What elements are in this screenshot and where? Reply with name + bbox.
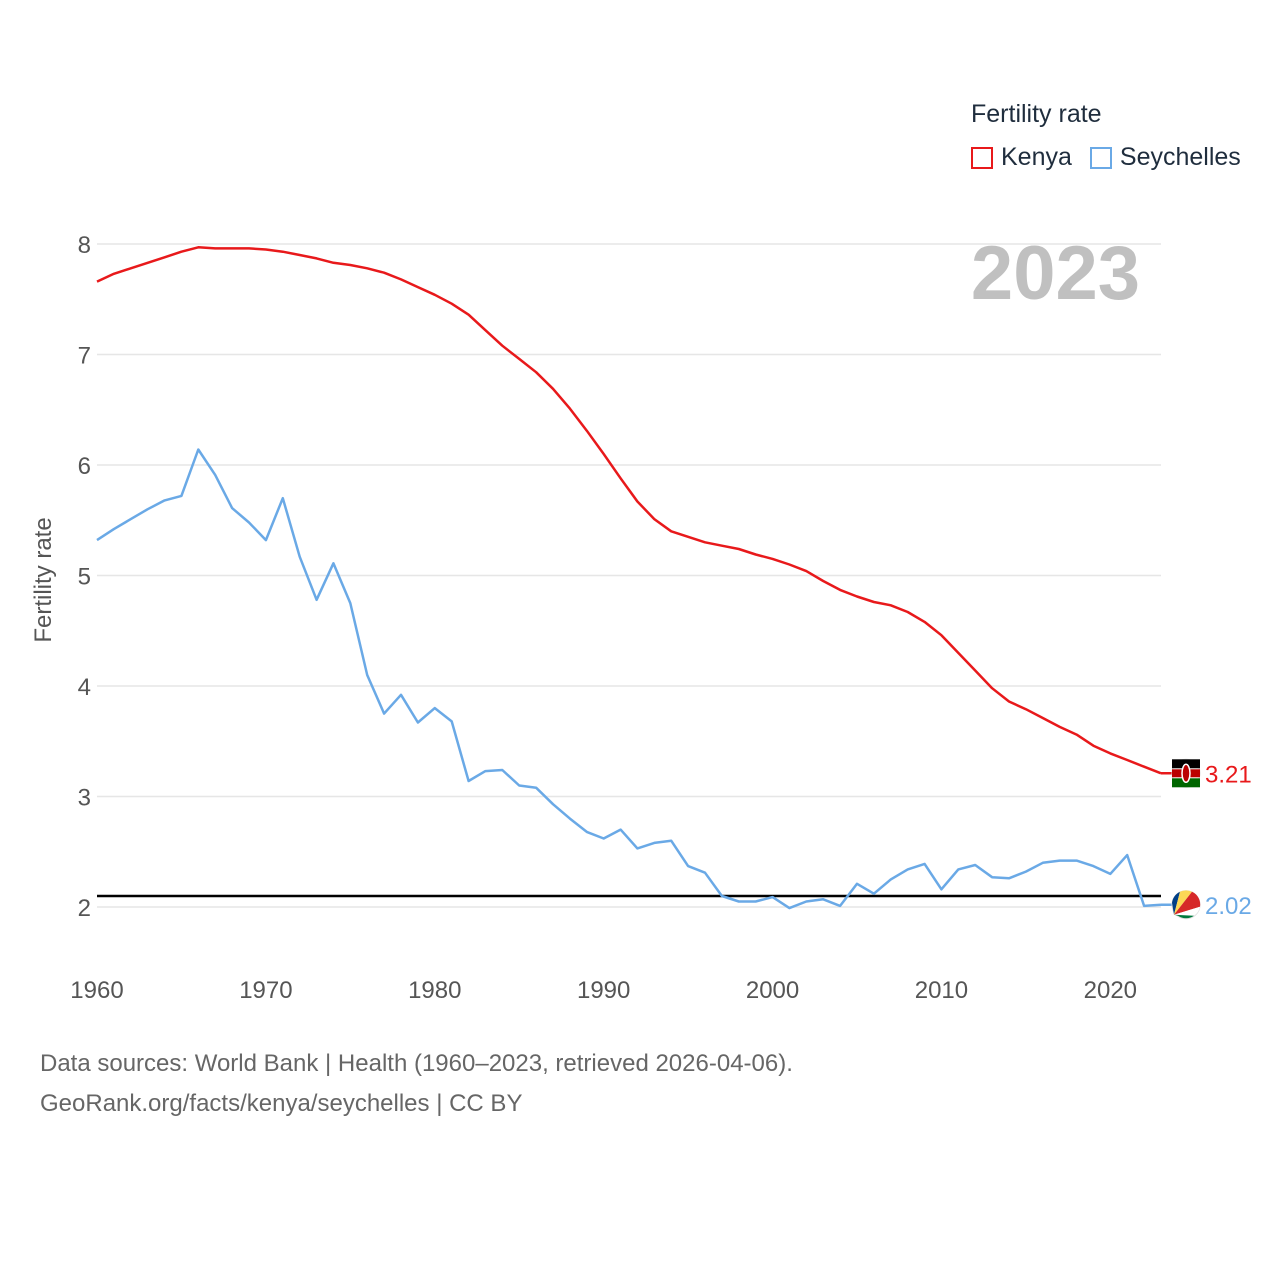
y-tick-label-5: 5	[78, 564, 91, 591]
legend-label-kenya: Kenya	[1001, 143, 1072, 171]
series-line-seychelles	[96, 448, 1162, 910]
y-tick-label-6: 6	[78, 453, 91, 480]
end-markers: 3.21 2.02	[1161, 758, 1252, 920]
series-lines	[96, 246, 1162, 910]
y-tick-label-8: 8	[78, 232, 91, 259]
year-label: 2023	[971, 231, 1140, 316]
x-tick-label-1970: 1970	[239, 977, 292, 1004]
legend-title: Fertility rate	[971, 100, 1102, 128]
gridlines	[97, 243, 1161, 908]
legend: Kenya Seychelles	[971, 143, 1259, 172]
y-axis-ticks: 2 3 4 5 6 7 8	[78, 232, 91, 922]
y-axis-label: Fertility rate	[30, 517, 57, 642]
end-value-label-kenya: 3.21	[1205, 761, 1252, 788]
legend-swatch-kenya	[971, 146, 993, 169]
y-tick-label-2: 2	[78, 895, 91, 922]
x-tick-label-2010: 2010	[915, 977, 968, 1004]
data-sources-text: Data sources: World Bank | Health (1960–…	[40, 1050, 793, 1077]
flag-icon-seychelles	[1171, 890, 1201, 920]
x-tick-label-1980: 1980	[408, 977, 461, 1004]
source-link-text[interactable]: GeoRank.org/facts/kenya/seychelles | CC …	[40, 1090, 523, 1117]
footer: Data sources: World Bank | Health (1960–…	[40, 1044, 793, 1124]
legend-label-seychelles: Seychelles	[1119, 143, 1241, 171]
x-tick-label-2000: 2000	[746, 977, 799, 1004]
x-axis-ticks: 1960 1970 1980 1990 2000 2010 2020	[70, 977, 1137, 1004]
x-tick-label-2020: 2020	[1084, 977, 1137, 1004]
x-tick-label-1990: 1990	[577, 977, 630, 1004]
end-value-label-seychelles: 2.02	[1205, 893, 1252, 920]
y-tick-label-7: 7	[78, 343, 91, 370]
legend-swatch-seychelles	[1089, 146, 1112, 169]
legend-item-kenya[interactable]: Kenya	[971, 143, 1072, 172]
legend-item-seychelles[interactable]: Seychelles	[1089, 143, 1241, 172]
fertility-line-chart: 2 3 4 5 6 7 8 1960 1970 1980 1990 2000 2010 2020 202…	[30, 231, 1252, 1004]
y-tick-label-3: 3	[78, 785, 91, 812]
x-tick-label-1960: 1960	[70, 977, 123, 1004]
y-tick-label-4: 4	[78, 674, 91, 701]
series-line-kenya	[96, 246, 1162, 775]
flag-icon-kenya	[1171, 758, 1201, 788]
